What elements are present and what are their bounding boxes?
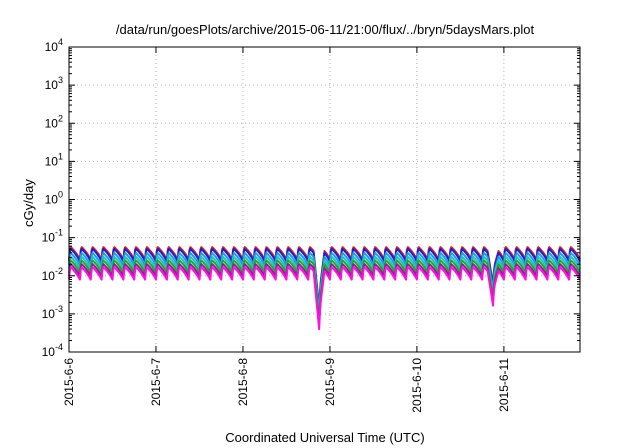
y-tick-label: 10-3 [42,304,63,321]
y-tick-label: 10-2 [42,266,63,283]
y-tick-label: 100 [45,190,63,207]
y-tick-label: 10-4 [42,342,63,359]
y-tick-label: 103 [45,75,63,92]
chart-title: /data/run/goesPlots/archive/2015-06-11/2… [116,22,535,37]
x-tick-label: 2015-6-8 [236,358,250,406]
series-group [68,246,581,331]
y-tick-label: 101 [45,151,63,168]
grid [69,47,580,352]
x-tick-label: 2015-6-10 [410,358,424,413]
x-tick-label: 2015-6-9 [323,358,337,406]
series-line-7 [68,266,581,331]
y-axis-label: cGy/day [21,179,36,227]
y-tick-label: 10-1 [42,228,63,245]
x-tick-label: 2015-6-7 [149,358,163,406]
y-tick-label: 104 [45,37,63,54]
x-tick-label: 2015-6-6 [62,358,76,406]
y-axis-ticks: 10-4 10-3 10-2 10-1 100 101 102 103 104 [42,37,580,359]
y-tick-label: 102 [45,113,63,130]
series-line-2 [68,247,581,312]
x-axis-label: Coordinated Universal Time (UTC) [225,430,424,445]
x-axis-ticks: 2015-6-6 2015-6-7 2015-6-8 2015-6-9 2015-6-1… [62,47,511,413]
x-tick-label: 2015-6-11 [497,358,511,412]
